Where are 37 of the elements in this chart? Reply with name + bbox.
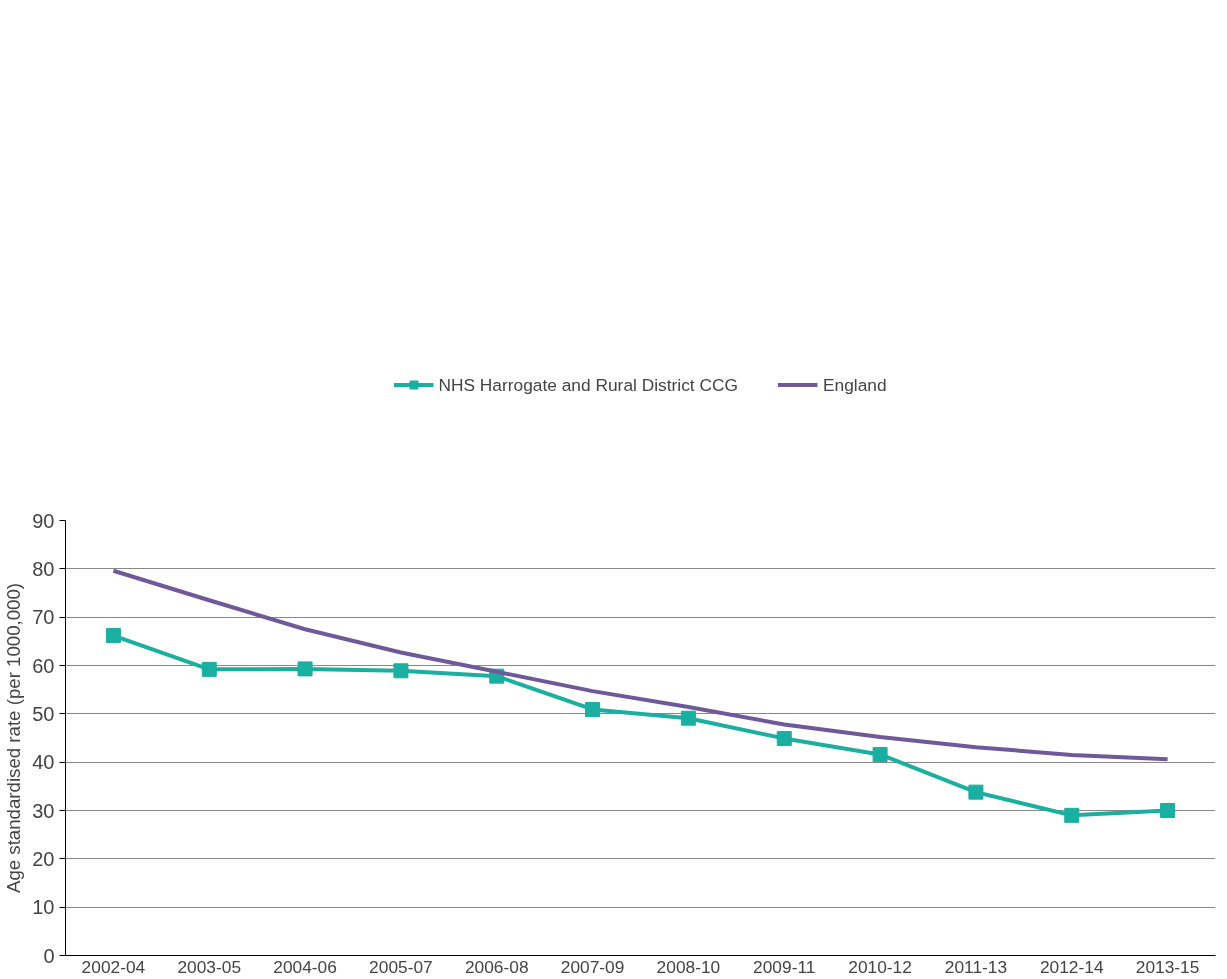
x-tick-label: 2007-09 xyxy=(560,956,625,977)
y-tick-label: 20 xyxy=(32,847,55,870)
x-tick-label: 2004-06 xyxy=(273,956,337,977)
x-tick-label: 2013-15 xyxy=(1135,956,1200,977)
y-tick-label: 10 xyxy=(32,896,55,919)
x-tick-label: 2003-05 xyxy=(177,956,242,977)
y-tick-label: 50 xyxy=(32,702,55,725)
x-tick-label: 2008-10 xyxy=(656,956,721,977)
legend-label: NHS Harrogate and Rural District CCG xyxy=(438,374,738,396)
x-tick-label: 2006-08 xyxy=(464,956,529,977)
x-tick-label: 2010-12 xyxy=(848,956,912,977)
point xyxy=(201,661,217,677)
x-tick-label: 2012-14 xyxy=(1039,956,1104,977)
point xyxy=(585,701,601,717)
y-tick-label: 60 xyxy=(32,654,55,677)
point xyxy=(1064,807,1080,823)
point xyxy=(968,784,984,800)
x-tick-label: 2009-11 xyxy=(753,956,816,977)
point xyxy=(680,710,696,726)
y-axis-title: Age standardised rate (per 1000,000) xyxy=(3,582,25,894)
point xyxy=(105,628,121,644)
y-tick-label: 80 xyxy=(32,557,55,580)
point xyxy=(297,661,313,677)
point xyxy=(393,663,409,679)
y-tick-label: 30 xyxy=(32,799,55,822)
y-tick-label: 40 xyxy=(32,751,55,774)
x-tick-label: 2011-13 xyxy=(944,956,1008,977)
x-tick-label: 2002-04 xyxy=(81,956,146,977)
point xyxy=(776,730,792,746)
y-tick-label: 70 xyxy=(32,606,55,629)
point xyxy=(1160,803,1176,818)
legend-label: England xyxy=(822,374,887,396)
line-series xyxy=(111,568,1170,762)
x-tick-label: 2005-07 xyxy=(369,956,433,977)
y-tick-label: 90 xyxy=(32,509,55,532)
y-tick-label: 0 xyxy=(43,944,55,967)
point xyxy=(872,746,888,762)
